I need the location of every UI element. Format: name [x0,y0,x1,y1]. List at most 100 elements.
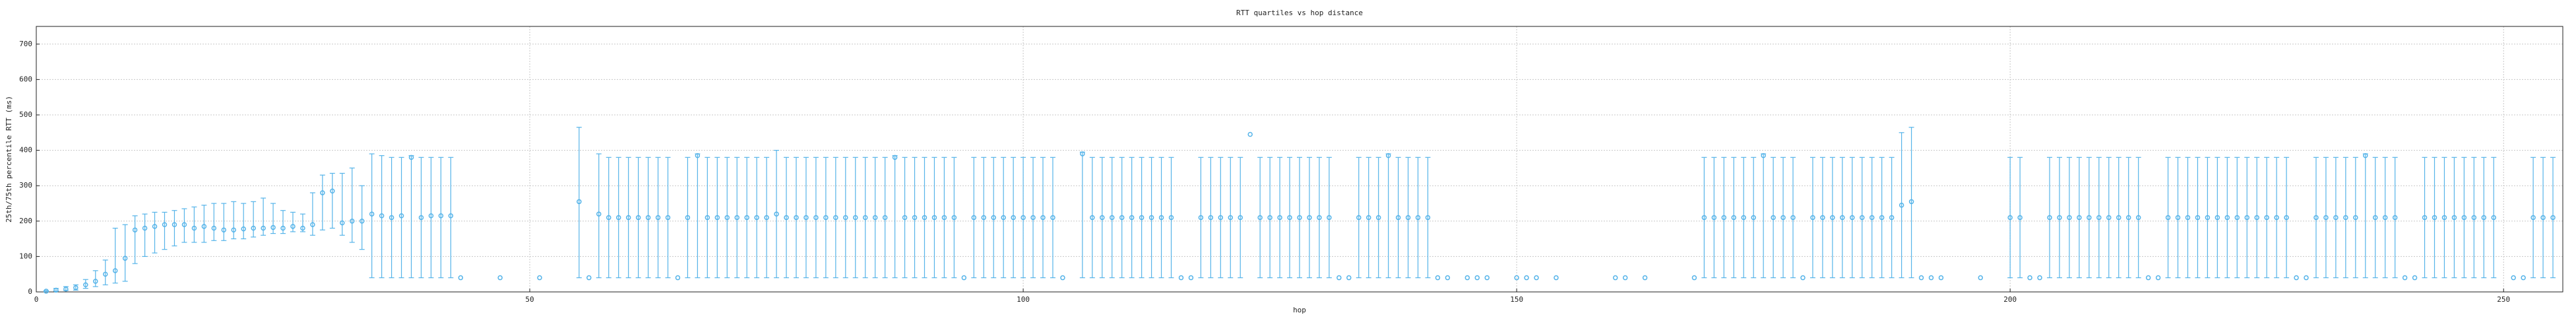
median-point [1011,215,1016,221]
median-point [261,225,266,231]
median-point [290,224,296,229]
median-point [1613,275,1618,281]
median-point [1425,215,1431,221]
median-point [93,279,98,284]
median-point [655,215,661,221]
median-point [2530,215,2536,221]
median-point [1267,215,1272,221]
median-point [1464,275,1470,281]
median-point [122,256,128,261]
median-point [2313,215,2319,221]
y-tick-label: 600 [19,75,32,83]
median-point [2274,215,2279,221]
median-point [1435,275,1441,281]
median-point [102,271,108,277]
median-point [379,213,385,219]
median-point [44,289,49,294]
median-point [221,227,227,232]
x-tick-label: 100 [1017,295,1030,304]
x-tick-label: 50 [525,295,534,304]
median-point [2343,215,2348,221]
x-tick-label: 0 [34,295,39,304]
median-point [1109,215,1115,221]
median-point [537,275,542,281]
median-point [1366,215,1371,221]
median-point [1129,215,1135,221]
median-point [1148,215,1154,221]
median-point [675,275,681,281]
median-point [1168,215,1174,221]
median-point [1721,215,1727,221]
median-point [1800,275,1806,281]
median-point [1889,215,1895,221]
median-point [981,215,986,221]
median-point [1317,215,1322,221]
median-point [2432,215,2437,221]
median-point [142,225,148,231]
median-point [1040,215,1046,221]
median-point [1810,215,1815,221]
median-point [1741,215,1746,221]
median-point [1554,275,1559,281]
median-point [1701,215,1707,221]
median-point [853,215,858,221]
median-point [2047,215,2052,221]
median-point [2304,275,2309,281]
median-point [833,215,838,221]
median-point [2363,153,2368,158]
x-tick-label: 150 [1510,295,1523,304]
y-tick-label: 400 [19,146,32,155]
median-point [73,285,79,291]
median-point [1346,275,1352,281]
median-point [1524,275,1529,281]
median-point [2037,275,2042,281]
y-tick-label: 500 [19,110,32,119]
median-point [1830,215,1835,221]
median-point [2382,215,2388,221]
median-point [1978,275,1984,281]
median-point [1228,215,1234,221]
median-point [931,215,937,221]
median-point [1879,215,1885,221]
median-point [2175,215,2181,221]
median-point [350,219,355,224]
median-point [754,215,759,221]
median-point [2135,215,2141,221]
median-point [359,219,365,224]
median-point [1622,275,1628,281]
median-point [300,225,305,231]
median-point [813,215,819,221]
median-point [2215,215,2220,221]
median-point [705,215,710,221]
median-point [902,215,908,221]
median-point [2511,275,2516,281]
median-point [2264,215,2269,221]
median-point [784,215,789,221]
median-point [794,215,799,221]
median-point [744,215,749,221]
median-point [83,282,88,288]
median-point [734,215,739,221]
median-point [63,286,69,292]
median-point [1336,275,1342,281]
median-point [862,215,868,221]
median-point [2205,215,2211,221]
y-tick-label: 200 [19,217,32,225]
median-point [1751,215,1756,221]
median-point [191,225,197,231]
plot-frame [36,26,2563,293]
median-point [1375,215,1381,221]
median-point [1307,215,1312,221]
median-point [1119,215,1125,221]
median-point [2165,215,2171,221]
median-point [2461,215,2467,221]
median-point [280,225,286,231]
median-point [1188,275,1194,281]
median-point [685,215,691,221]
median-point [2451,215,2457,221]
median-point [2412,275,2418,281]
median-point [1474,275,1480,281]
median-point [1395,215,1401,221]
y-axis-label: 25th/75th percentile RTT (ms) [5,96,13,223]
median-point [231,227,236,232]
